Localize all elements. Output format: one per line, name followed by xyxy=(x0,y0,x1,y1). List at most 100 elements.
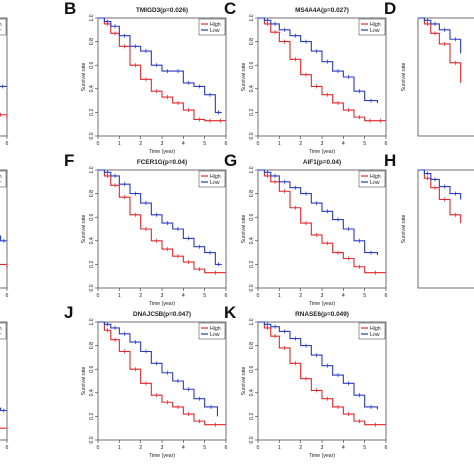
legend-label: High xyxy=(0,22,2,28)
legend-box xyxy=(0,18,7,36)
survival-curve-high xyxy=(98,17,226,122)
survival-curve-high xyxy=(258,321,386,426)
legend-box xyxy=(0,322,7,340)
panel-letter: G xyxy=(224,151,237,170)
survival-curve-low xyxy=(418,169,462,200)
legend-box xyxy=(198,170,226,188)
panel-letter: B xyxy=(64,0,76,18)
legend-label: High xyxy=(0,326,2,332)
panel-d: D Survival rate xyxy=(384,0,474,137)
x-tick-label: 6 xyxy=(225,141,228,147)
x-tick-label: 4 xyxy=(342,293,345,299)
y-tick-label: 0.0 xyxy=(89,436,95,443)
x-axis-label: Time (year) xyxy=(149,301,176,307)
panel-c: C MS4A4A(p=0.027) 0.0 0.2 0.4 0.6 0.8 1.0 0 1 2 3 4 5… xyxy=(224,0,388,155)
x-tick-label: 2 xyxy=(299,293,302,299)
legend-box xyxy=(0,170,7,188)
survival-curve-low xyxy=(258,17,379,103)
y-tick-label: 0.8 xyxy=(249,38,255,45)
x-tick-label: 3 xyxy=(321,141,324,147)
y-tick-label: 0.0 xyxy=(89,132,95,139)
y-tick-label: 1.0 xyxy=(89,14,95,21)
y-tick-label: 0.4 xyxy=(89,389,95,396)
y-tick-label: 1.0 xyxy=(249,318,255,325)
plot-frame xyxy=(97,169,227,289)
panel-letter: K xyxy=(224,303,237,322)
survival-curve-high xyxy=(0,114,8,119)
y-axis-label: Survival rate xyxy=(401,62,407,91)
panel-h: H Survival rate xyxy=(384,151,474,289)
y-tick-label: 0.0 xyxy=(89,284,95,291)
panel-letter: F xyxy=(64,151,74,170)
legend-label: High xyxy=(0,174,2,180)
legend-box xyxy=(198,18,226,36)
x-tick-label: 2 xyxy=(139,141,142,147)
y-axis-label: Survival rate xyxy=(241,366,247,395)
survival-curve-low xyxy=(98,17,222,113)
x-tick-label: 5 xyxy=(363,445,366,451)
x-tick-label: 4 xyxy=(342,445,345,451)
y-tick-label: 1.0 xyxy=(249,14,255,21)
survival-curve-low xyxy=(0,407,7,412)
x-tick-label: 6 xyxy=(385,293,388,299)
y-axis-label: Survival rate xyxy=(401,214,407,243)
x-tick-label: 1 xyxy=(118,141,121,147)
y-tick-label: 0.2 xyxy=(89,109,95,116)
x-tick-label: 3 xyxy=(161,293,164,299)
panel-letter: D xyxy=(384,0,396,18)
x-axis-label: Time (year) xyxy=(149,149,176,155)
x-tick-label: 0 xyxy=(257,445,260,451)
plot-frame xyxy=(97,17,227,137)
legend-label: Low xyxy=(370,28,380,34)
x-tick-label: 0 xyxy=(257,141,260,147)
y-tick-label: 0.4 xyxy=(249,85,255,92)
survival-curve-high xyxy=(258,169,386,274)
panel-e: E(p=0.039)56HighLow xyxy=(0,169,9,299)
legend-box xyxy=(358,170,386,188)
x-axis-label: Time (year) xyxy=(309,453,336,459)
x-tick-label: 3 xyxy=(161,445,164,451)
x-axis-label: Time (year) xyxy=(309,301,336,307)
y-axis-label: Survival rate xyxy=(241,62,247,91)
y-tick-label: 0.6 xyxy=(89,61,95,68)
plot-frame xyxy=(417,169,474,289)
x-tick-label: 5 xyxy=(363,293,366,299)
x-tick-label: 5 xyxy=(203,445,206,451)
panel-title: AIF1(p=0.04) xyxy=(303,159,341,166)
panel-title: FCER1G(p=0.04) xyxy=(137,159,187,166)
x-tick-label: 2 xyxy=(299,141,302,147)
x-tick-label: 0 xyxy=(97,293,100,299)
legend-box xyxy=(358,18,386,36)
panel-title: DNAJC5B(p=0.047) xyxy=(133,311,191,318)
y-axis-label: Survival rate xyxy=(81,214,87,243)
x-tick-label: 6 xyxy=(385,141,388,147)
x-tick-label: 6 xyxy=(6,141,9,147)
x-tick-label: 5 xyxy=(203,141,206,147)
panel-k: K RNASE6(p=0.049) 0.0 0.2 0.4 0.6 0.8 1.0 0 1 2 3 4 5… xyxy=(224,303,388,459)
panel-a: A(p=0.018)56HighLow xyxy=(0,17,9,147)
survival-curve-high xyxy=(418,17,462,83)
x-tick-label: 2 xyxy=(139,293,142,299)
plot-frame xyxy=(0,17,8,137)
legend-label: Low xyxy=(0,180,1,186)
legend-label: Low xyxy=(370,332,380,338)
panel-j: J DNAJC5B(p=0.047) 0.0 0.2 0.4 0.6 0.8 1.0 0 1 2 3 4… xyxy=(64,303,228,459)
y-tick-label: 0.2 xyxy=(249,109,255,116)
y-tick-label: 0.4 xyxy=(89,237,95,244)
x-tick-label: 3 xyxy=(321,445,324,451)
legend-box xyxy=(198,322,226,340)
legend-label: High xyxy=(370,174,381,180)
y-tick-label: 0.4 xyxy=(249,237,255,244)
y-tick-label: 0.4 xyxy=(249,389,255,396)
y-tick-label: 1.0 xyxy=(249,166,255,173)
y-tick-label: 0.4 xyxy=(89,85,95,92)
panel-i: I(p=0.045)56HighLow xyxy=(0,321,9,451)
x-tick-label: 1 xyxy=(278,293,281,299)
survival-curve-high xyxy=(418,169,462,224)
y-tick-label: 0.2 xyxy=(249,261,255,268)
panel-f: F FCER1G(p=0.04) 0.0 0.2 0.4 0.6 0.8 1.0 0 1 2 3 4 5 6… xyxy=(64,151,228,307)
x-tick-label: 6 xyxy=(6,445,9,451)
panel-b: B TMIGD3(p=0.026) 0.0 0.2 0.4 0.6 0.8 1.0 0 1 2 3 4 5… xyxy=(64,0,228,155)
legend-label: Low xyxy=(370,180,380,186)
